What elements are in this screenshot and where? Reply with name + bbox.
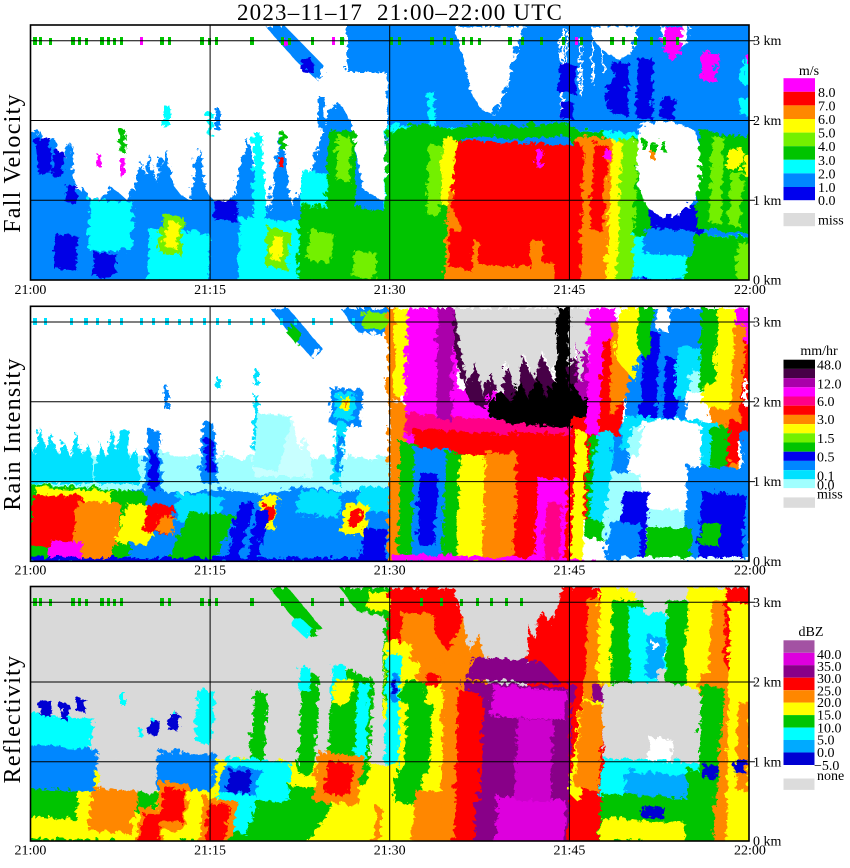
svg-text:dBZ: dBZ bbox=[799, 625, 824, 640]
svg-text:0.5: 0.5 bbox=[817, 450, 835, 465]
svg-text:1.0: 1.0 bbox=[818, 181, 836, 196]
svg-text:5.0: 5.0 bbox=[817, 734, 835, 749]
svg-text:6.0: 6.0 bbox=[818, 113, 836, 128]
svg-text:6.0: 6.0 bbox=[817, 395, 835, 410]
svg-text:0.0: 0.0 bbox=[818, 194, 836, 209]
svg-text:2023–11–17 21:00–22:00 UTC: 2023–11–17 21:00–22:00 UTC bbox=[237, 0, 563, 25]
svg-text:21:45: 21:45 bbox=[553, 283, 585, 298]
svg-text:3.0: 3.0 bbox=[817, 413, 835, 428]
svg-text:1 km: 1 km bbox=[753, 194, 782, 209]
svg-text:0 km: 0 km bbox=[753, 835, 782, 850]
svg-text:1.5: 1.5 bbox=[817, 432, 835, 447]
svg-text:5.0: 5.0 bbox=[818, 127, 836, 142]
svg-text:22:00: 22:00 bbox=[734, 844, 766, 859]
svg-text:15.0: 15.0 bbox=[817, 708, 842, 723]
svg-text:40.0: 40.0 bbox=[817, 648, 842, 663]
svg-text:21:30: 21:30 bbox=[374, 564, 406, 579]
svg-text:20.0: 20.0 bbox=[817, 696, 842, 711]
svg-text:12.0: 12.0 bbox=[817, 378, 842, 393]
svg-text:21:45: 21:45 bbox=[553, 844, 585, 859]
svg-text:7.0: 7.0 bbox=[818, 99, 836, 114]
svg-text:35.0: 35.0 bbox=[817, 660, 842, 675]
svg-text:m/s: m/s bbox=[799, 64, 819, 79]
svg-text:21:15: 21:15 bbox=[194, 283, 226, 298]
svg-text:Reflectivity: Reflectivity bbox=[0, 655, 26, 784]
svg-text:3 km: 3 km bbox=[753, 34, 782, 49]
svg-text:21:00: 21:00 bbox=[15, 283, 47, 298]
svg-text:1 km: 1 km bbox=[753, 755, 782, 770]
svg-text:0.1: 0.1 bbox=[817, 470, 835, 485]
svg-text:30.0: 30.0 bbox=[817, 672, 842, 687]
svg-text:3 km: 3 km bbox=[753, 596, 782, 611]
svg-text:2 km: 2 km bbox=[753, 676, 782, 691]
svg-text:0.0: 0.0 bbox=[817, 746, 835, 761]
svg-text:0 km: 0 km bbox=[753, 274, 782, 289]
svg-text:Fall Velocity: Fall Velocity bbox=[0, 93, 26, 233]
svg-text:2.0: 2.0 bbox=[818, 167, 836, 182]
svg-text:Rain Intensity: Rain Intensity bbox=[0, 357, 26, 511]
svg-text:1 km: 1 km bbox=[753, 475, 782, 490]
svg-text:−5.0: −5.0 bbox=[814, 759, 839, 774]
svg-text:miss: miss bbox=[817, 488, 843, 503]
svg-text:10.0: 10.0 bbox=[817, 721, 842, 736]
svg-text:0 km: 0 km bbox=[753, 555, 782, 570]
svg-text:mm/hr: mm/hr bbox=[800, 344, 838, 359]
svg-text:21:30: 21:30 bbox=[374, 844, 406, 859]
svg-text:2 km: 2 km bbox=[753, 114, 782, 129]
svg-text:21:00: 21:00 bbox=[15, 844, 47, 859]
svg-text:21:15: 21:15 bbox=[194, 564, 226, 579]
svg-text:21:45: 21:45 bbox=[553, 564, 585, 579]
svg-text:3.0: 3.0 bbox=[818, 154, 836, 169]
svg-text:22:00: 22:00 bbox=[734, 564, 766, 579]
svg-text:miss: miss bbox=[818, 213, 844, 228]
svg-text:21:30: 21:30 bbox=[374, 283, 406, 298]
svg-text:25.0: 25.0 bbox=[817, 684, 842, 699]
svg-text:48.0: 48.0 bbox=[817, 358, 842, 373]
svg-text:3 km: 3 km bbox=[753, 316, 782, 331]
svg-text:21:15: 21:15 bbox=[194, 844, 226, 859]
svg-text:21:00: 21:00 bbox=[15, 564, 47, 579]
svg-text:8.0: 8.0 bbox=[818, 86, 836, 101]
svg-text:2 km: 2 km bbox=[753, 395, 782, 410]
svg-text:none: none bbox=[817, 769, 844, 784]
svg-text:22:00: 22:00 bbox=[734, 283, 766, 298]
svg-text:4.0: 4.0 bbox=[818, 140, 836, 155]
svg-text:0.0: 0.0 bbox=[817, 478, 835, 493]
